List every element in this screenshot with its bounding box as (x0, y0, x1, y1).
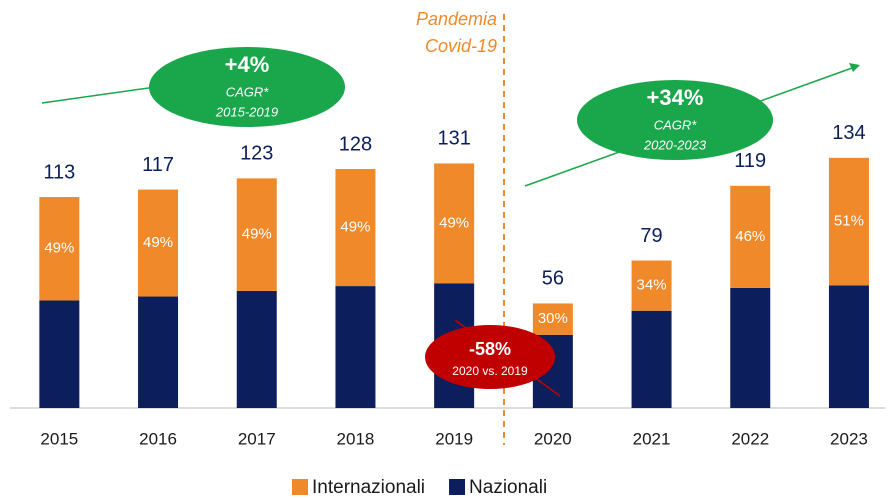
x-tick-label: 2023 (830, 429, 868, 448)
bar-segment (828, 157, 869, 286)
x-tick-label: 2019 (435, 429, 473, 448)
total-label: 113 (43, 161, 75, 183)
bar-segment (434, 163, 475, 284)
cagr-bubble (149, 47, 345, 127)
bar-segment (236, 290, 277, 408)
share-label: 51% (834, 213, 864, 230)
arrow-head (849, 63, 860, 72)
x-tick-label: 2015 (40, 429, 78, 448)
cagr-label: CAGR* (654, 117, 698, 132)
cagr-bubble (577, 80, 773, 160)
total-label: 79 (640, 225, 662, 247)
total-label: 117 (142, 154, 174, 176)
x-tick-label: 2017 (238, 429, 276, 448)
bar-segment (730, 287, 771, 408)
bar-segment (828, 285, 869, 408)
bar-segment (138, 189, 179, 297)
total-label: 134 (832, 122, 865, 144)
share-label: 49% (439, 214, 469, 231)
legend-swatch (449, 479, 466, 495)
bar-segment (631, 310, 672, 408)
cagr-period: 2020-2023 (643, 137, 707, 152)
total-label: 56 (542, 268, 564, 290)
x-tick-label: 2016 (139, 429, 177, 448)
share-label: 46% (735, 228, 765, 245)
share-label: 30% (538, 310, 568, 327)
cagr-value: +4% (225, 52, 270, 77)
drop-period: 2020 vs. 2019 (452, 364, 528, 378)
cagr-label: CAGR* (226, 84, 270, 99)
legend-label: Nazionali (469, 477, 547, 498)
total-label: 131 (437, 128, 470, 150)
bar-segment (335, 286, 376, 408)
x-tick-label: 2021 (633, 429, 671, 448)
cagr-period: 2015-2019 (215, 104, 278, 119)
total-label: 123 (240, 143, 273, 165)
bar-segment (730, 185, 771, 288)
x-tick-label: 2018 (337, 429, 375, 448)
x-tick-label: 2022 (731, 429, 769, 448)
share-label: 49% (340, 219, 370, 236)
pandemic-label: Pandemia (416, 9, 497, 29)
drop-bubble (425, 325, 555, 389)
share-label: 49% (143, 234, 173, 251)
bar-segment (39, 197, 80, 301)
total-label: 128 (339, 133, 372, 155)
bar-segment (138, 296, 179, 408)
share-label: 34% (637, 277, 667, 294)
pandemic-label: Covid-19 (425, 36, 497, 56)
bar-segment (532, 303, 573, 335)
legend-swatch (292, 479, 308, 495)
bar-segment (335, 169, 376, 287)
bar-segment (631, 260, 672, 311)
bar-segment (236, 178, 277, 291)
share-label: 49% (44, 240, 74, 257)
x-tick-label: 2020 (534, 429, 572, 448)
legend-label: Internazionali (312, 477, 425, 498)
cagr-value: +34% (647, 85, 704, 110)
total-label: 119 (734, 150, 766, 172)
drop-value: -58% (469, 339, 511, 359)
bar-segment (39, 300, 80, 408)
share-label: 49% (242, 226, 272, 243)
